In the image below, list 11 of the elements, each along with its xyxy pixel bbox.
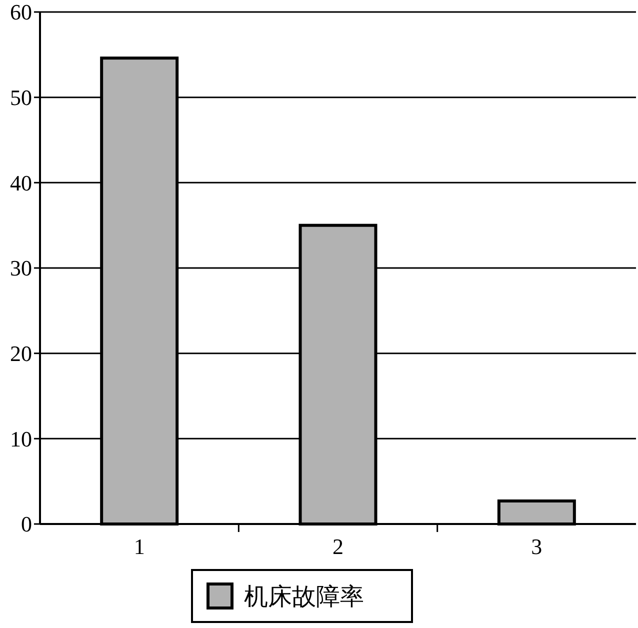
x-tick-label: 3 xyxy=(531,534,542,559)
y-tick-label: 40 xyxy=(10,170,32,196)
x-tick-label: 1 xyxy=(134,534,145,559)
y-tick-label: 50 xyxy=(10,85,32,110)
legend-label: 机床故障率 xyxy=(244,583,364,610)
y-tick-label: 0 xyxy=(21,512,32,537)
y-tick-label: 20 xyxy=(10,341,32,366)
y-tick-label: 30 xyxy=(10,256,32,281)
x-tick-label: 2 xyxy=(332,534,344,559)
y-tick-label: 10 xyxy=(10,426,32,452)
y-tick-label: 60 xyxy=(10,0,32,25)
